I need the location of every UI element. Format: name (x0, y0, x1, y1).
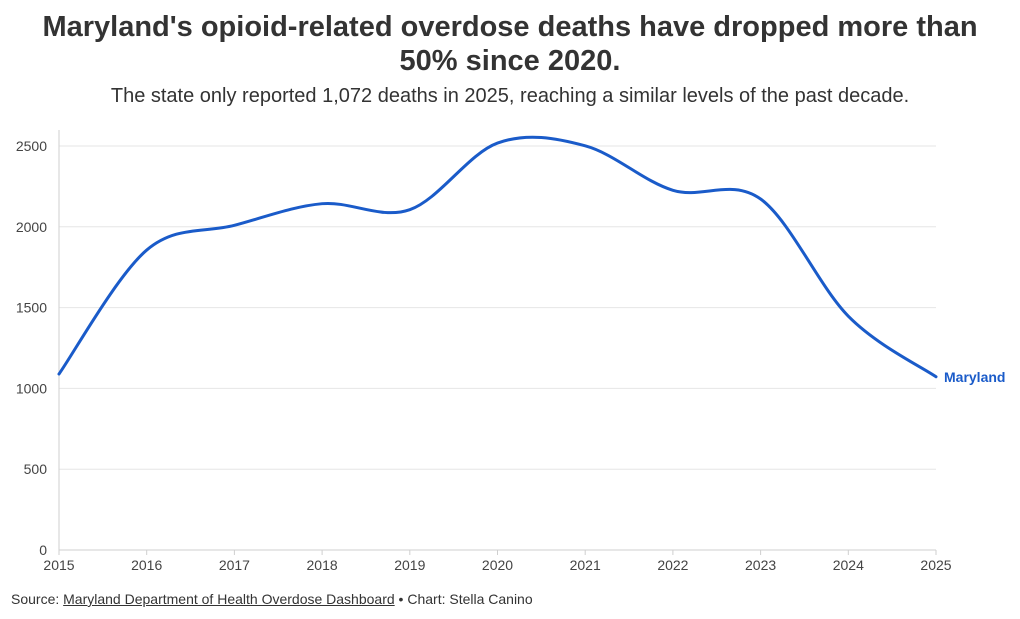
y-axis-ticks: 0 500 1000 1500 2000 2500 (16, 138, 47, 558)
series-line-maryland (57, 135, 938, 379)
x-tick-label: 2016 (131, 557, 162, 573)
source-link[interactable]: Maryland Department of Health Overdose D… (63, 591, 395, 607)
y-tick-label: 1500 (16, 300, 47, 316)
x-tick-label: 2018 (307, 557, 338, 573)
x-tick-label: 2021 (570, 557, 601, 573)
x-tick-label: 2022 (657, 557, 688, 573)
data-point (145, 248, 149, 252)
x-tick-label: 2017 (219, 557, 250, 573)
x-tick-label: 2023 (745, 557, 776, 573)
data-point (232, 223, 236, 227)
data-point (320, 202, 324, 206)
source-prefix: Source: (11, 591, 60, 607)
data-point (759, 197, 763, 201)
x-tick-label: 2024 (833, 557, 864, 573)
x-tick-label: 2025 (920, 557, 951, 573)
series-labels: Maryland (944, 369, 1005, 385)
y-tick-label: 2000 (16, 219, 47, 235)
y-tick-label: 1000 (16, 380, 47, 396)
chart-title: Maryland's opioid-related overdose death… (42, 11, 978, 77)
chart-credit: Chart: Stella Canino (407, 591, 533, 607)
axes (58, 130, 936, 551)
x-tick-label: 2015 (43, 557, 74, 573)
y-tick-label: 500 (24, 461, 48, 477)
x-tick-label: 2019 (394, 557, 425, 573)
x-tick-label: 2020 (482, 557, 513, 573)
y-tick-label: 2500 (16, 138, 47, 154)
footer-separator: • (398, 591, 404, 607)
data-point (57, 372, 61, 376)
data-point (846, 314, 850, 318)
data-point (496, 141, 500, 145)
series-lines (57, 135, 938, 379)
data-point (408, 208, 412, 212)
chart-footer: Source: Maryland Department of Health Ov… (11, 591, 533, 607)
data-point (671, 188, 675, 192)
series-label: Maryland (944, 369, 1005, 385)
data-point (583, 144, 587, 148)
data-point (934, 375, 938, 379)
x-axis-ticks: 2015 2016 2017 2018 2019 2020 2021 2022 2023 2024… (43, 550, 952, 573)
chart-subtitle: The state only reported 1,072 deaths in … (110, 85, 910, 107)
y-tick-label: 0 (39, 542, 47, 558)
gridlines (59, 145, 936, 470)
